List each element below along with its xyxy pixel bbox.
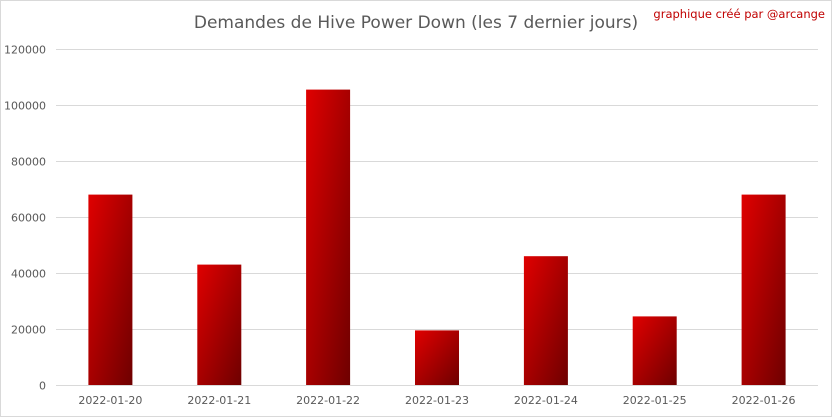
x-tick-label: 2022-01-25 xyxy=(623,394,687,407)
bar-2022-01-23 xyxy=(415,330,459,385)
y-tick-label: 120000 xyxy=(4,44,46,57)
y-tick-label: 0 xyxy=(39,380,46,393)
bar-2022-01-20 xyxy=(88,194,133,385)
x-tick-label: 2022-01-22 xyxy=(296,394,360,407)
y-axis-ticks: 0 20000 40000 60000 80000 100000 120000 xyxy=(4,44,46,393)
y-tick-label: 20000 xyxy=(11,324,46,337)
x-tick-label: 2022-01-26 xyxy=(732,394,796,407)
x-tick-label: 2022-01-24 xyxy=(514,394,578,407)
x-tick-label: 2022-01-23 xyxy=(405,394,469,407)
bar-2022-01-22 xyxy=(306,89,351,385)
y-tick-label: 100000 xyxy=(4,100,46,113)
bar-2022-01-25 xyxy=(632,316,677,385)
y-tick-label: 60000 xyxy=(11,212,46,225)
y-tick-label: 80000 xyxy=(11,156,46,169)
bars xyxy=(88,89,786,385)
y-tick-label: 40000 xyxy=(11,268,46,281)
bar-2022-01-21 xyxy=(197,264,242,385)
x-axis-ticks: 2022-01-20 2022-01-21 2022-01-22 2022-01-23… xyxy=(78,394,795,407)
chart-credit: graphique créé par @arcange xyxy=(653,7,825,21)
bar-2022-01-26 xyxy=(741,194,786,385)
x-tick-label: 2022-01-20 xyxy=(78,394,142,407)
bar-2022-01-24 xyxy=(523,256,568,385)
chart-title: Demandes de Hive Power Down (les 7 derni… xyxy=(194,13,638,33)
x-tick-label: 2022-01-21 xyxy=(187,394,251,407)
gridlines xyxy=(56,49,818,386)
